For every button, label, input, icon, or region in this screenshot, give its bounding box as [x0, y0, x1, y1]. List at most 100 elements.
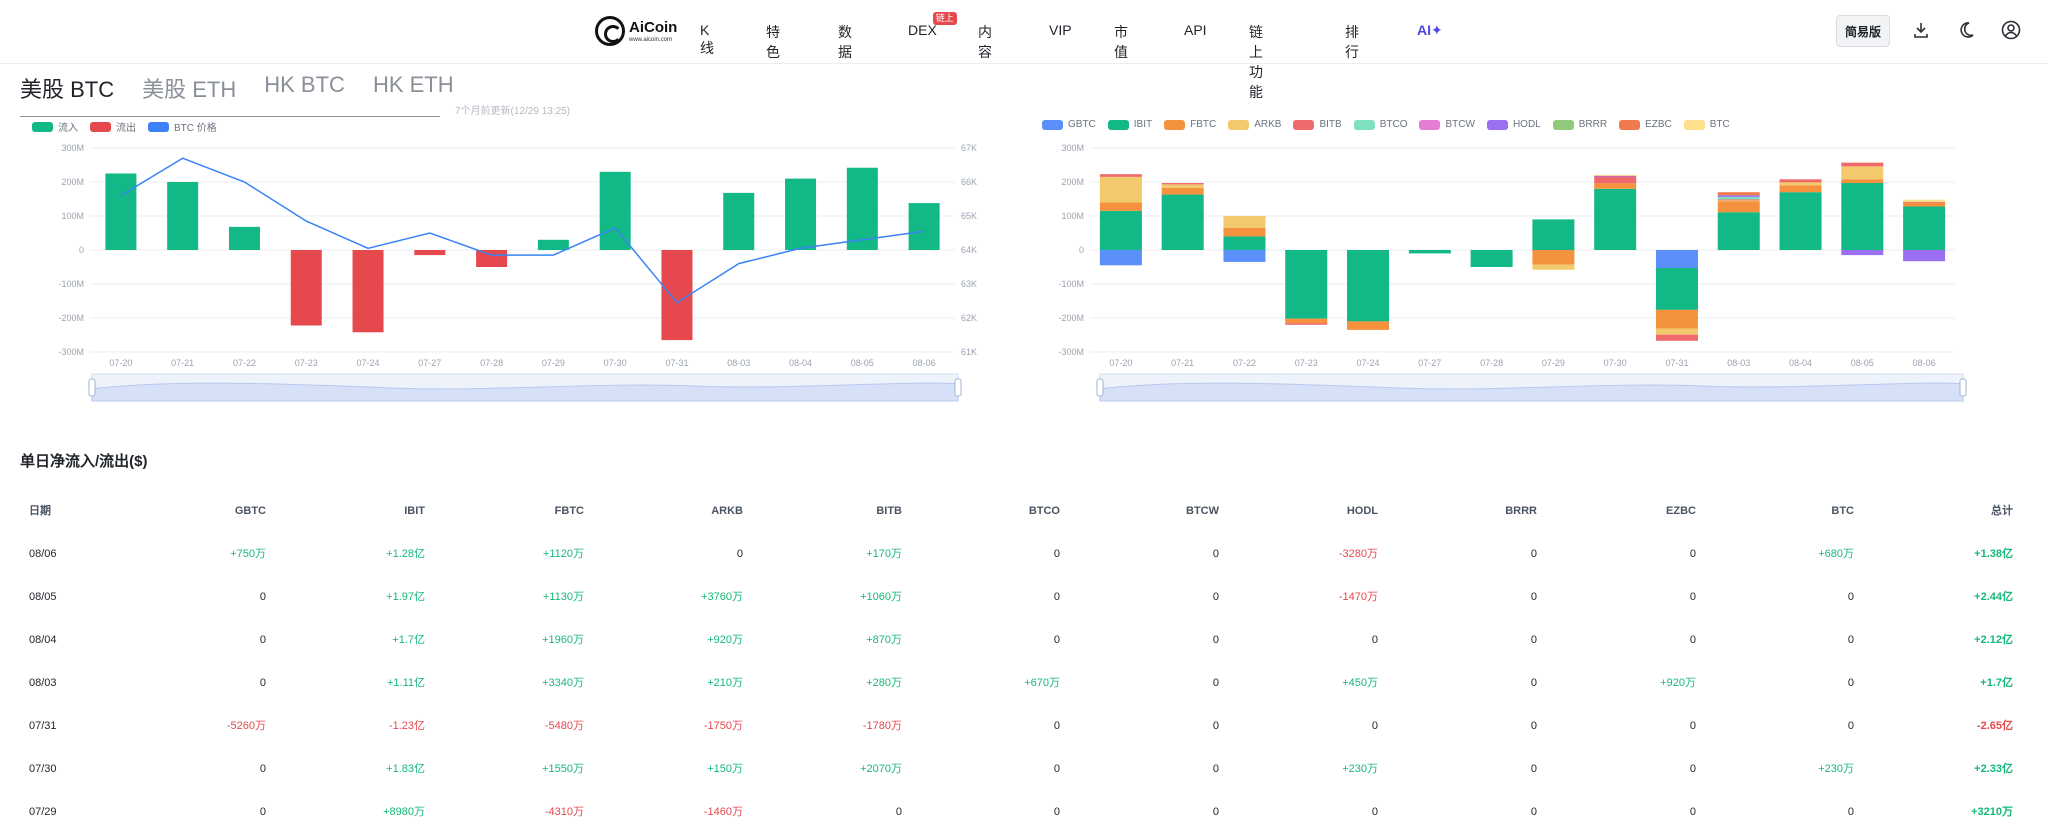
nav-item-api[interactable]: API	[1184, 22, 1207, 38]
inflow-bar[interactable]	[785, 178, 817, 250]
left-legend-item[interactable]: 流出	[90, 119, 136, 134]
stacked-bar-segment-ibit[interactable]	[1470, 250, 1513, 267]
stacked-bar-segment-hodl[interactable]	[1841, 250, 1884, 256]
right-legend-item[interactable]: BTCW	[1419, 119, 1475, 130]
right-legend-item[interactable]: BTCO	[1353, 119, 1407, 130]
stacked-bar-segment-fbtc[interactable]	[1594, 183, 1637, 189]
inflow-bar[interactable]	[537, 239, 569, 250]
right-legend-item[interactable]: IBIT	[1107, 119, 1152, 130]
stacked-bar-segment-ibit[interactable]	[1717, 212, 1760, 250]
inflow-bar[interactable]	[167, 182, 199, 250]
simple-version-button[interactable]: 简易版	[1836, 15, 1890, 47]
stacked-bar-segment-fbtc[interactable]	[1717, 201, 1760, 213]
slider-left-handle[interactable]	[88, 378, 96, 397]
stacked-bar-segment-ibit[interactable]	[1161, 194, 1204, 250]
nav-item-onchain-features[interactable]: 链上功能	[1249, 24, 1263, 100]
stacked-bar-segment-ibit[interactable]	[1099, 210, 1142, 250]
stacked-bar-segment-bitb[interactable]	[1655, 334, 1698, 341]
stacked-bar-segment-gbtc[interactable]	[1099, 250, 1142, 266]
stacked-bar-segment-ibit[interactable]	[1408, 250, 1451, 254]
aicoin-logo[interactable]: AiCoin www.aicoin.com	[595, 15, 677, 47]
right-legend-item[interactable]: FBTC	[1164, 119, 1216, 130]
stacked-bar-segment-btc[interactable]	[1594, 174, 1637, 176]
inflow-bar[interactable]	[908, 203, 940, 250]
download-icon[interactable]	[1910, 19, 1932, 41]
stacked-bar-segment-fbtc[interactable]	[1779, 185, 1822, 193]
right-legend-item[interactable]: ARKB	[1228, 119, 1281, 130]
outflow-bar[interactable]	[414, 250, 446, 256]
outflow-bar[interactable]	[661, 250, 693, 341]
stacked-bar-segment-ibit[interactable]	[1285, 250, 1328, 319]
stacked-bar-segment-hodl[interactable]	[1903, 250, 1946, 262]
stacked-bar-segment-ibit[interactable]	[1347, 250, 1390, 322]
right-legend-item[interactable]: BTC	[1683, 119, 1730, 130]
moon-icon[interactable]	[1955, 19, 1977, 41]
nav-item-ranking[interactable]: 排行	[1345, 24, 1359, 60]
stacked-bar-segment-arkb[interactable]	[1655, 328, 1698, 335]
nav-item-kline[interactable]: K线	[700, 22, 714, 56]
stacked-bar-segment-bitb[interactable]	[1099, 174, 1142, 177]
stacked-bar-segment-btc[interactable]	[1903, 199, 1946, 203]
stacked-bar-segment-fbtc[interactable]	[1655, 309, 1698, 329]
stacked-bar-segment-arkb[interactable]	[1223, 216, 1266, 228]
inflow-bar[interactable]	[723, 192, 755, 250]
stacked-bar-segment-fbtc[interactable]	[1099, 202, 1142, 211]
stacked-bar-segment-gbtc[interactable]	[1655, 250, 1698, 269]
stacked-bar-segment-fbtc[interactable]	[1347, 321, 1390, 330]
stacked-bar-segment-fbtc[interactable]	[1223, 227, 1266, 237]
slider-right-handle[interactable]	[954, 378, 962, 397]
stacked-bar-segment-ibit[interactable]	[1655, 268, 1698, 310]
tab-hk-eth[interactable]: HK ETH	[372, 72, 454, 97]
stacked-bar-segment-btco[interactable]	[1717, 196, 1760, 200]
stacked-bar-segment-ibit[interactable]	[1223, 236, 1266, 250]
stacked-bar-segment-arkb[interactable]	[1099, 176, 1142, 203]
nav-item-ai[interactable]: AI✦	[1417, 22, 1443, 38]
nav-item-data[interactable]: 数据	[838, 24, 852, 60]
inflow-bar[interactable]	[228, 226, 260, 250]
stacked-bar-segment-fbtc[interactable]	[1532, 250, 1575, 265]
stacked-bar-segment-ibit[interactable]	[1841, 183, 1884, 250]
outflow-bar[interactable]	[352, 250, 384, 333]
slider-right-handle[interactable]	[1959, 378, 1967, 397]
stacked-bar-segment-arkb[interactable]	[1532, 264, 1575, 270]
stacked-bar-segment-bitb[interactable]	[1779, 179, 1822, 183]
right-legend-item[interactable]: HODL	[1486, 119, 1541, 130]
stacked-bar-segment-fbtc[interactable]	[1903, 202, 1946, 207]
inflow-bar[interactable]	[599, 171, 631, 250]
left-legend-item[interactable]: 流入	[32, 119, 78, 134]
user-icon[interactable]	[2000, 19, 2022, 41]
right-legend-item[interactable]: BRRR	[1552, 119, 1607, 130]
stacked-bar-segment-hodl[interactable]	[1594, 175, 1637, 177]
outflow-bar[interactable]	[476, 250, 508, 267]
slider-left-handle[interactable]	[1096, 378, 1104, 397]
stacked-bar-segment-ibit[interactable]	[1594, 188, 1637, 250]
tab-us-btc[interactable]: 美股 BTC	[20, 77, 115, 102]
stacked-bar-segment-fbtc[interactable]	[1841, 179, 1884, 184]
stacked-bar-segment-bitb[interactable]	[1717, 199, 1760, 201]
nav-item-features[interactable]: 特色	[766, 24, 780, 60]
nav-item-content[interactable]: 内容	[978, 24, 992, 60]
stacked-bar-segment-ezbc[interactable]	[1717, 192, 1760, 196]
right-legend-item[interactable]: BITB	[1293, 119, 1342, 130]
outflow-bar[interactable]	[290, 250, 322, 326]
nav-item-dex[interactable]: DEX 链上	[908, 12, 957, 38]
right-legend-item[interactable]: GBTC	[1042, 119, 1096, 130]
stacked-bar-segment-bitb[interactable]	[1161, 183, 1204, 185]
nav-item-vip[interactable]: VIP	[1049, 22, 1072, 38]
inflow-bar[interactable]	[105, 173, 137, 251]
stacked-bar-segment-arkb[interactable]	[1161, 184, 1204, 188]
stacked-bar-segment-arkb[interactable]	[1841, 166, 1884, 180]
tab-hk-btc[interactable]: HK BTC	[264, 72, 345, 97]
stacked-bar-segment-ibit[interactable]	[1779, 192, 1822, 250]
stacked-bar-segment-bitb[interactable]	[1285, 323, 1328, 325]
stacked-bar-segment-fbtc[interactable]	[1161, 187, 1204, 195]
stacked-bar-segment-bitb[interactable]	[1594, 176, 1637, 184]
stacked-bar-segment-bitb[interactable]	[1903, 202, 1946, 204]
stacked-bar-segment-bitb[interactable]	[1841, 162, 1884, 167]
left-legend-item[interactable]: BTC 价格	[148, 119, 217, 134]
stacked-bar-segment-arkb[interactable]	[1779, 182, 1822, 186]
tab-us-eth[interactable]: 美股 ETH	[142, 77, 237, 102]
stacked-bar-segment-arkb[interactable]	[1717, 200, 1760, 202]
stacked-bar-segment-ibit[interactable]	[1532, 219, 1575, 250]
stacked-bar-segment-ibit[interactable]	[1903, 206, 1946, 250]
